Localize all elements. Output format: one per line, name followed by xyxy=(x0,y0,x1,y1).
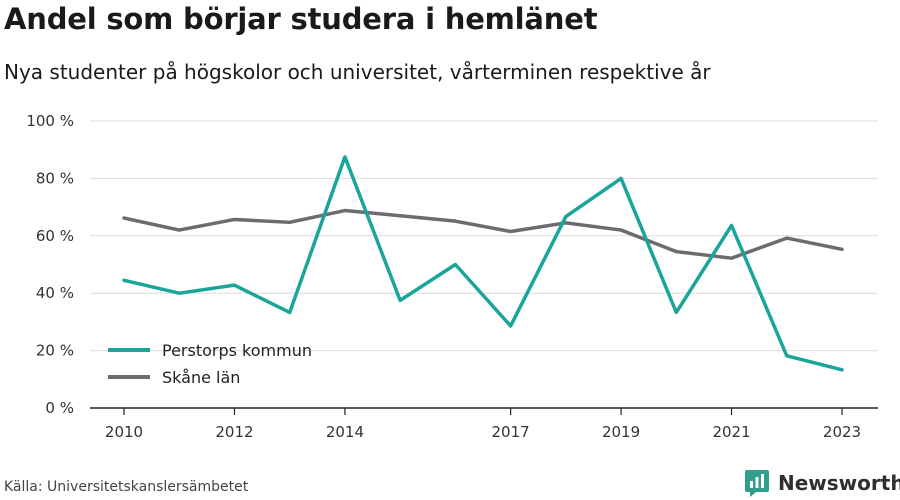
x-tick-label: 2023 xyxy=(823,423,861,441)
legend-label: Perstorps kommun xyxy=(162,341,312,360)
y-tick-label: 60 % xyxy=(36,227,74,245)
chart-title: Andel som börjar studera i hemlänet xyxy=(4,2,598,36)
x-tick-label: 2017 xyxy=(492,423,530,441)
series-line-perstorp xyxy=(122,155,844,372)
y-tick-label: 20 % xyxy=(36,342,74,360)
x-tick-label: 2010 xyxy=(105,423,143,441)
newsworthy-logo-icon xyxy=(745,470,769,497)
x-tick-label: 2012 xyxy=(215,423,253,441)
source-note: Källa: Universitetskanslersämbetet xyxy=(4,479,249,495)
series-line-skane xyxy=(122,208,844,260)
y-tick-label: 100 % xyxy=(26,112,74,130)
y-tick-label: 40 % xyxy=(36,284,74,302)
x-tick-label: 2014 xyxy=(326,423,364,441)
x-tick-label: 2021 xyxy=(712,423,750,441)
brand-logo: Newsworthy xyxy=(744,468,900,498)
y-tick-label: 0 % xyxy=(45,399,74,417)
legend-label: Skåne län xyxy=(162,368,240,387)
y-tick-label: 80 % xyxy=(36,169,74,187)
brand-name: Newsworthy xyxy=(778,471,900,495)
x-tick-label: 2019 xyxy=(602,423,640,441)
chart-subtitle: Nya studenter på högskolor och universit… xyxy=(4,60,711,84)
